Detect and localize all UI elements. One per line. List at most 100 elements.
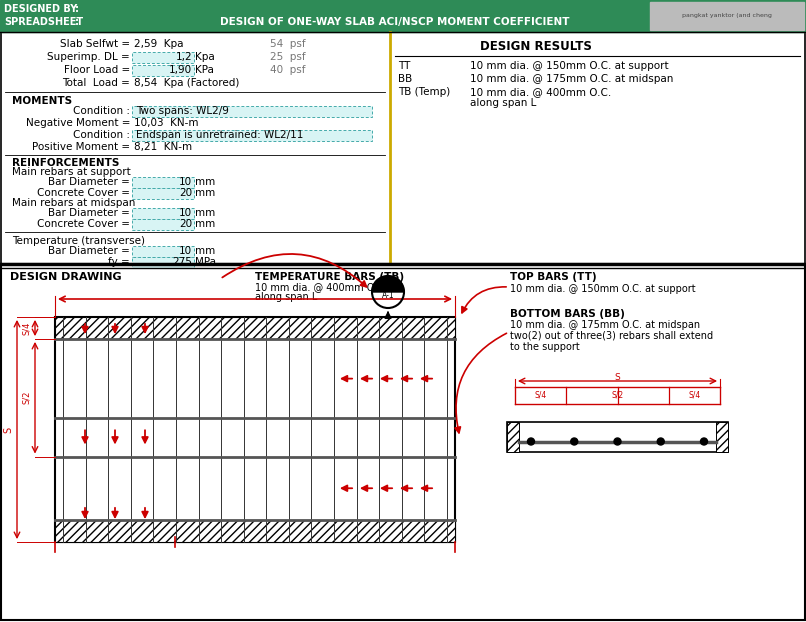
Circle shape	[527, 438, 534, 445]
Text: TB (Temp): TB (Temp)	[398, 87, 451, 97]
Text: Two spans: WL2/9: Two spans: WL2/9	[136, 106, 229, 116]
Bar	[132, 187, 194, 198]
Text: S/2: S/2	[22, 391, 31, 404]
Text: Bar Diameter =: Bar Diameter =	[48, 246, 130, 256]
Text: 25  psf: 25 psf	[270, 52, 305, 62]
Text: KPa: KPa	[195, 65, 214, 75]
Text: Bar Diameter =: Bar Diameter =	[48, 208, 130, 218]
Bar	[132, 256, 194, 267]
Bar	[55, 520, 455, 542]
Bar	[132, 246, 194, 256]
Text: 275: 275	[172, 257, 192, 267]
Bar	[507, 422, 519, 452]
Text: A-1: A-1	[382, 292, 394, 300]
Text: S/2: S/2	[612, 391, 624, 400]
Text: 8,54  Kpa (Factored): 8,54 Kpa (Factored)	[134, 78, 239, 88]
Text: Kpa: Kpa	[195, 52, 214, 62]
Bar	[55, 317, 455, 542]
Text: mm: mm	[195, 177, 215, 187]
Text: along span L: along span L	[470, 98, 536, 108]
Text: 1,90: 1,90	[169, 65, 192, 75]
Text: 20: 20	[179, 188, 192, 198]
Text: Floor Load =: Floor Load =	[64, 65, 130, 75]
Text: 10: 10	[179, 208, 192, 218]
Text: TEMPERATURE BARS (TB): TEMPERATURE BARS (TB)	[255, 272, 404, 282]
Text: 20: 20	[179, 219, 192, 229]
Bar	[1, 32, 805, 264]
Text: Temperature (transverse): Temperature (transverse)	[12, 236, 145, 246]
Text: MPa: MPa	[195, 257, 216, 267]
Text: S/4: S/4	[534, 391, 546, 400]
Text: 10 mm dia. @ 150mm O.C. at support: 10 mm dia. @ 150mm O.C. at support	[470, 61, 669, 71]
Text: pangkat yanktor (and cheng: pangkat yanktor (and cheng	[682, 14, 772, 19]
Text: DESIGN RESULTS: DESIGN RESULTS	[480, 40, 592, 53]
Text: Negative Moment =: Negative Moment =	[26, 118, 130, 128]
Circle shape	[614, 438, 621, 445]
Text: mm: mm	[195, 188, 215, 198]
Text: MOMENTS: MOMENTS	[12, 96, 72, 106]
Bar	[132, 129, 372, 141]
Bar	[507, 422, 728, 452]
Text: Total  Load =: Total Load =	[62, 78, 130, 88]
Bar	[650, 2, 804, 30]
Text: 10,03  KN-m: 10,03 KN-m	[134, 118, 198, 128]
Bar	[132, 106, 372, 116]
Text: Positive Moment =: Positive Moment =	[32, 142, 130, 152]
Text: Endspan is unretrained: WL2/11: Endspan is unretrained: WL2/11	[136, 130, 303, 140]
Text: Slab Selfwt =: Slab Selfwt =	[60, 39, 130, 49]
Text: Main rebars at midspan: Main rebars at midspan	[12, 198, 135, 208]
Text: 10 mm dia. @ 175mm O.C. at midspan: 10 mm dia. @ 175mm O.C. at midspan	[470, 74, 673, 84]
Text: SPREADSHEET: SPREADSHEET	[4, 17, 83, 27]
Bar	[0, 0, 806, 32]
Bar	[132, 218, 194, 230]
Bar	[132, 177, 194, 187]
Text: 40  psf: 40 psf	[270, 65, 305, 75]
Text: to the support: to the support	[510, 342, 580, 352]
Text: TT: TT	[398, 61, 410, 71]
Circle shape	[657, 438, 664, 445]
Text: 1,2: 1,2	[176, 52, 192, 62]
Text: mm: mm	[195, 246, 215, 256]
Circle shape	[571, 438, 578, 445]
Text: TOP BARS (TT): TOP BARS (TT)	[510, 272, 596, 282]
Bar	[55, 317, 455, 339]
Text: S/4: S/4	[22, 322, 31, 335]
Text: 10 mm dia. @ 150mm O.C. at support: 10 mm dia. @ 150mm O.C. at support	[510, 284, 696, 294]
Text: DESIGN OF ONE-WAY SLAB ACI/NSCP MOMENT COEFFICIENT: DESIGN OF ONE-WAY SLAB ACI/NSCP MOMENT C…	[220, 17, 570, 27]
Text: 10 mm dia. @ 400mm O.C.: 10 mm dia. @ 400mm O.C.	[470, 87, 611, 97]
Text: Condition :: Condition :	[73, 106, 130, 116]
Text: 10 mm dia. @ 175mm O.C. at midspan: 10 mm dia. @ 175mm O.C. at midspan	[510, 320, 700, 330]
Text: Bar Diameter =: Bar Diameter =	[48, 177, 130, 187]
Text: DESIGN DRAWING: DESIGN DRAWING	[10, 272, 122, 282]
Text: REINFORCEMENTS: REINFORCEMENTS	[12, 158, 119, 168]
Text: 8,21  KN-m: 8,21 KN-m	[134, 142, 192, 152]
Text: fy =: fy =	[108, 257, 130, 267]
Text: mm: mm	[195, 208, 215, 218]
Circle shape	[700, 438, 708, 445]
Text: 10: 10	[179, 177, 192, 187]
Bar	[132, 65, 194, 75]
Text: 10 mm dia. @ 400mm O.C.: 10 mm dia. @ 400mm O.C.	[255, 282, 387, 292]
Text: 10: 10	[179, 246, 192, 256]
Text: 54  psf: 54 psf	[270, 39, 305, 49]
Bar	[716, 422, 728, 452]
Text: :: :	[75, 17, 79, 27]
Text: two(2) out of three(3) rebars shall extend: two(2) out of three(3) rebars shall exte…	[510, 331, 713, 341]
Text: :: :	[75, 4, 79, 14]
Text: Condition :: Condition :	[73, 130, 130, 140]
Text: Superimp. DL =: Superimp. DL =	[48, 52, 130, 62]
Text: BB: BB	[398, 74, 412, 84]
Text: S: S	[3, 427, 13, 432]
Text: Main rebars at support: Main rebars at support	[12, 167, 131, 177]
Bar	[132, 208, 194, 218]
Text: BOTTOM BARS (BB): BOTTOM BARS (BB)	[510, 309, 625, 319]
Text: mm: mm	[195, 219, 215, 229]
Text: 2,59  Kpa: 2,59 Kpa	[134, 39, 184, 49]
Text: along span L: along span L	[255, 292, 318, 302]
Wedge shape	[372, 276, 404, 292]
Text: S: S	[615, 373, 621, 381]
Text: S/4: S/4	[688, 391, 700, 400]
Text: Concrete Cover =: Concrete Cover =	[37, 188, 130, 198]
Text: Concrete Cover =: Concrete Cover =	[37, 219, 130, 229]
Text: DESIGNED BY: DESIGNED BY	[4, 4, 77, 14]
